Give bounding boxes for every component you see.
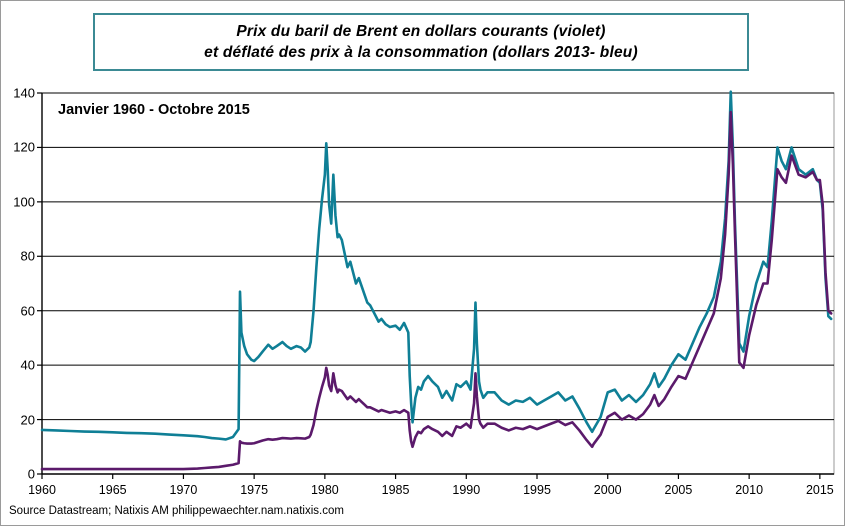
x-tick-label: 1985 xyxy=(381,483,410,497)
chart-period-label: Janvier 1960 - Octobre 2015 xyxy=(58,102,250,118)
series-line-current xyxy=(40,110,833,471)
x-tick-label: 2010 xyxy=(735,483,764,497)
y-tick-label: 40 xyxy=(20,357,35,373)
x-tick-label: 2005 xyxy=(664,483,693,497)
y-tick-label: 80 xyxy=(20,248,35,264)
y-tick-label: 60 xyxy=(20,303,35,319)
y-tick-label: 100 xyxy=(13,194,35,210)
y-tick-label: 20 xyxy=(20,412,35,428)
x-tick-label: 2015 xyxy=(805,483,834,497)
x-tick-label: 1990 xyxy=(452,483,481,497)
x-tick-label: 1980 xyxy=(310,483,339,497)
chart-title-line-1: Prix du baril de Brent en dollars couran… xyxy=(236,23,606,40)
series-line-deflated xyxy=(40,90,833,441)
chart-title-line-2: et déflaté des prix à la consommation (d… xyxy=(204,44,638,61)
y-tick-label: 140 xyxy=(13,85,35,101)
y-tick-label: 0 xyxy=(27,466,35,482)
x-tick-label: 1970 xyxy=(169,483,198,497)
x-tick-label: 1995 xyxy=(523,483,551,497)
x-tick-label: 1965 xyxy=(98,483,127,497)
y-tick-label: 120 xyxy=(13,139,35,155)
chart-title-box: Prix du baril de Brent en dollars couran… xyxy=(93,13,749,71)
x-tick-label: 1960 xyxy=(28,483,56,497)
x-tick-label: 2000 xyxy=(593,483,622,497)
y-axis-labels: 0 20 40 60 80 100 120 140 xyxy=(1,1,35,527)
x-tick-label: 1975 xyxy=(240,483,269,497)
source-note: Source Datastream; Natixis AM philippewa… xyxy=(9,505,344,517)
